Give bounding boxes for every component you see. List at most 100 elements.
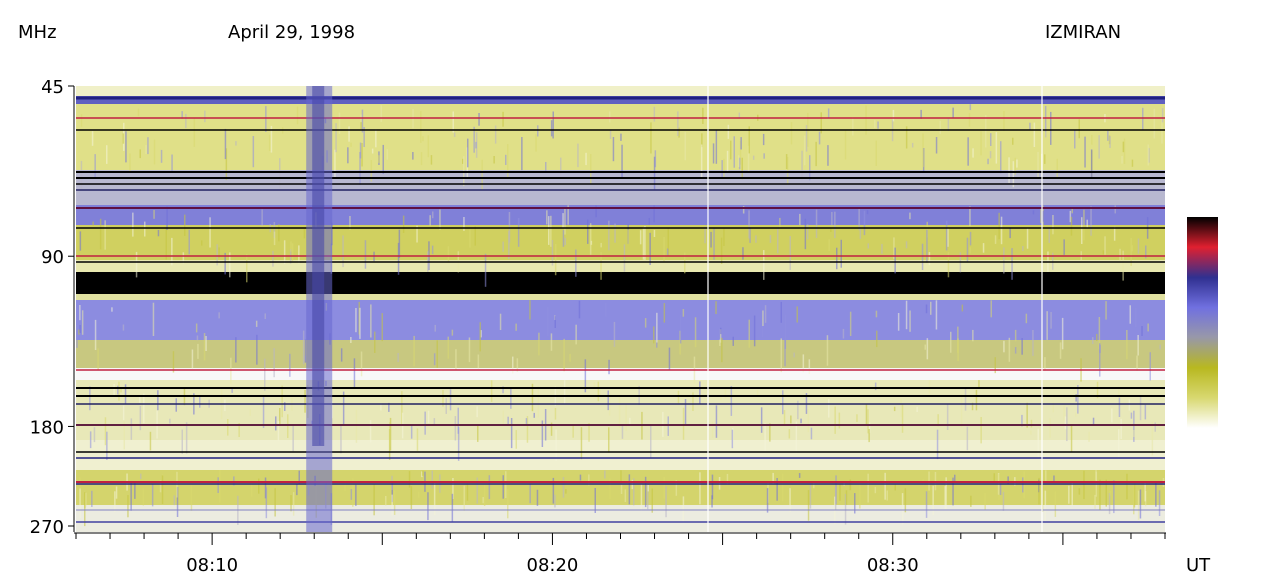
texture-streak	[1092, 417, 1095, 425]
texture-streak	[947, 228, 949, 247]
texture-streak	[417, 491, 420, 498]
texture-streak	[554, 243, 557, 276]
texture-streak	[256, 334, 258, 365]
texture-streak	[1130, 412, 1133, 419]
texture-streak	[1136, 355, 1138, 371]
texture-streak	[1091, 134, 1093, 145]
texture-streak	[721, 337, 723, 363]
texture-streak	[122, 405, 125, 421]
texture-streak	[852, 117, 854, 136]
texture-streak	[957, 326, 959, 353]
texture-streak	[1142, 107, 1144, 131]
texture-streak	[190, 485, 193, 511]
texture-streak	[1061, 317, 1064, 350]
texture-streak	[947, 118, 950, 132]
texture-streak	[494, 125, 497, 144]
texture-streak	[647, 485, 649, 492]
texture-streak	[452, 478, 454, 499]
texture-streak	[79, 488, 81, 519]
texture-streak	[1139, 489, 1142, 519]
texture-streak	[91, 490, 93, 507]
texture-streak	[185, 422, 188, 454]
texture-streak	[678, 127, 680, 138]
texture-streak	[741, 157, 743, 180]
texture-streak	[987, 158, 989, 165]
texture-streak	[466, 483, 469, 501]
texture-streak	[298, 470, 300, 484]
texture-streak	[217, 477, 219, 493]
texture-streak	[1026, 228, 1029, 249]
texture-streak	[159, 480, 162, 493]
texture-streak	[445, 398, 447, 414]
texture-streak	[382, 144, 384, 174]
texture-streak	[731, 429, 734, 449]
texture-streak	[477, 354, 480, 369]
texture-streak	[1059, 342, 1062, 359]
texture-streak	[784, 315, 787, 349]
texture-streak	[972, 148, 974, 158]
texture-streak	[1096, 333, 1098, 341]
texture-streak	[348, 126, 350, 142]
texture-streak	[845, 490, 848, 505]
texture-streak	[684, 399, 687, 425]
texture-streak	[275, 416, 277, 431]
texture-streak	[287, 414, 289, 438]
texture-streak	[604, 470, 606, 479]
texture-streak	[302, 330, 305, 365]
texture-streak	[1107, 130, 1109, 141]
texture-streak	[457, 427, 460, 461]
texture-streak	[844, 493, 847, 525]
texture-streak	[554, 408, 557, 420]
texture-streak	[120, 388, 122, 393]
texture-streak	[854, 493, 856, 514]
texture-streak	[303, 228, 306, 239]
texture-streak	[998, 212, 1000, 240]
texture-streak	[562, 477, 565, 498]
texture-streak	[790, 122, 793, 145]
texture-streak	[1037, 428, 1039, 457]
texture-streak	[966, 426, 969, 451]
texture-streak	[925, 491, 928, 518]
texture-streak	[181, 429, 183, 454]
texture-streak	[1023, 471, 1025, 499]
texture-streak	[114, 491, 116, 513]
texture-streak	[720, 237, 723, 264]
texture-streak	[265, 106, 267, 132]
texture-streak	[199, 396, 201, 408]
texture-streak	[1099, 479, 1101, 510]
band-region	[76, 205, 1165, 225]
texture-streak	[1068, 485, 1070, 504]
texture-streak	[515, 323, 517, 331]
texture-streak	[235, 141, 237, 146]
band-region	[76, 272, 1165, 294]
texture-streak	[416, 428, 419, 451]
texture-streak	[980, 131, 982, 156]
texture-streak	[723, 158, 725, 177]
texture-streak	[613, 321, 616, 347]
texture-streak	[684, 131, 686, 161]
texture-streak	[785, 154, 788, 169]
texture-streak	[1129, 305, 1131, 324]
texture-streak	[865, 105, 867, 135]
texture-streak	[809, 482, 812, 509]
texture-streak	[1122, 250, 1124, 281]
texture-streak	[1003, 247, 1005, 274]
texture-streak	[420, 111, 422, 143]
texture-streak	[554, 315, 556, 320]
texture-streak	[1000, 141, 1002, 174]
texture-streak	[188, 229, 190, 255]
texture-streak	[1046, 311, 1048, 340]
texture-streak	[807, 490, 810, 521]
texture-streak	[81, 310, 84, 335]
texture-streak	[739, 141, 742, 165]
texture-streak	[742, 247, 744, 260]
texture-streak	[1042, 211, 1044, 222]
texture-streak	[454, 416, 457, 441]
texture-streak	[205, 336, 207, 351]
texture-streak	[1105, 479, 1107, 507]
texture-streak	[380, 403, 382, 411]
texture-streak	[589, 223, 592, 255]
texture-streak	[808, 359, 811, 374]
texture-streak	[111, 307, 113, 312]
texture-streak	[304, 389, 306, 413]
